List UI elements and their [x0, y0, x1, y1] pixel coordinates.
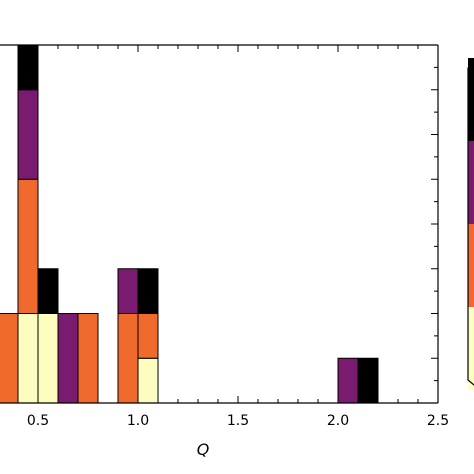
bar-segment-s0-2	[137, 357, 159, 404]
ticks-layer: 0.5 1.0 1.5 2.0 2.5	[17, 44, 449, 429]
bar-segment-s1-2	[17, 178, 39, 314]
bar-segment-s3-2	[137, 268, 159, 314]
bar-segment-s2-2	[57, 313, 79, 404]
bar-segment-s3-1	[37, 268, 59, 314]
bar-segment-s0-0	[17, 313, 39, 404]
colorbar-segment-2	[468, 141, 474, 224]
bar-segment-s3-3	[357, 357, 379, 404]
colorbar-outline	[467, 62, 474, 386]
bar-segment-s2-4	[117, 268, 139, 314]
colorbar-segment-1	[468, 224, 474, 307]
bar-segment-s1-1	[0, 313, 19, 404]
x-tick-label-2: 1.5	[227, 413, 249, 429]
bar-segment-s1-4	[77, 313, 99, 404]
bar-segment-s3-0	[17, 44, 39, 91]
bar-segment-s1-5	[117, 313, 139, 404]
bar-segment-s0-1	[37, 313, 59, 404]
bar-segment-s1-6	[137, 313, 159, 359]
colorbar-segment-3	[468, 58, 474, 141]
bars-layer	[0, 44, 379, 404]
colorbar	[467, 58, 474, 390]
x-tick-label-4: 2.5	[427, 413, 449, 429]
colorbar-segment-0	[468, 307, 474, 390]
x-tick-label-3: 2.0	[327, 413, 349, 429]
x-tick-label-1: 1.0	[127, 413, 149, 429]
bar-segment-s2-5	[337, 357, 359, 404]
bar-segment-s2-1	[17, 89, 39, 180]
x-axis-label: Q	[197, 440, 210, 459]
x-tick-label-0: 0.5	[27, 413, 49, 429]
